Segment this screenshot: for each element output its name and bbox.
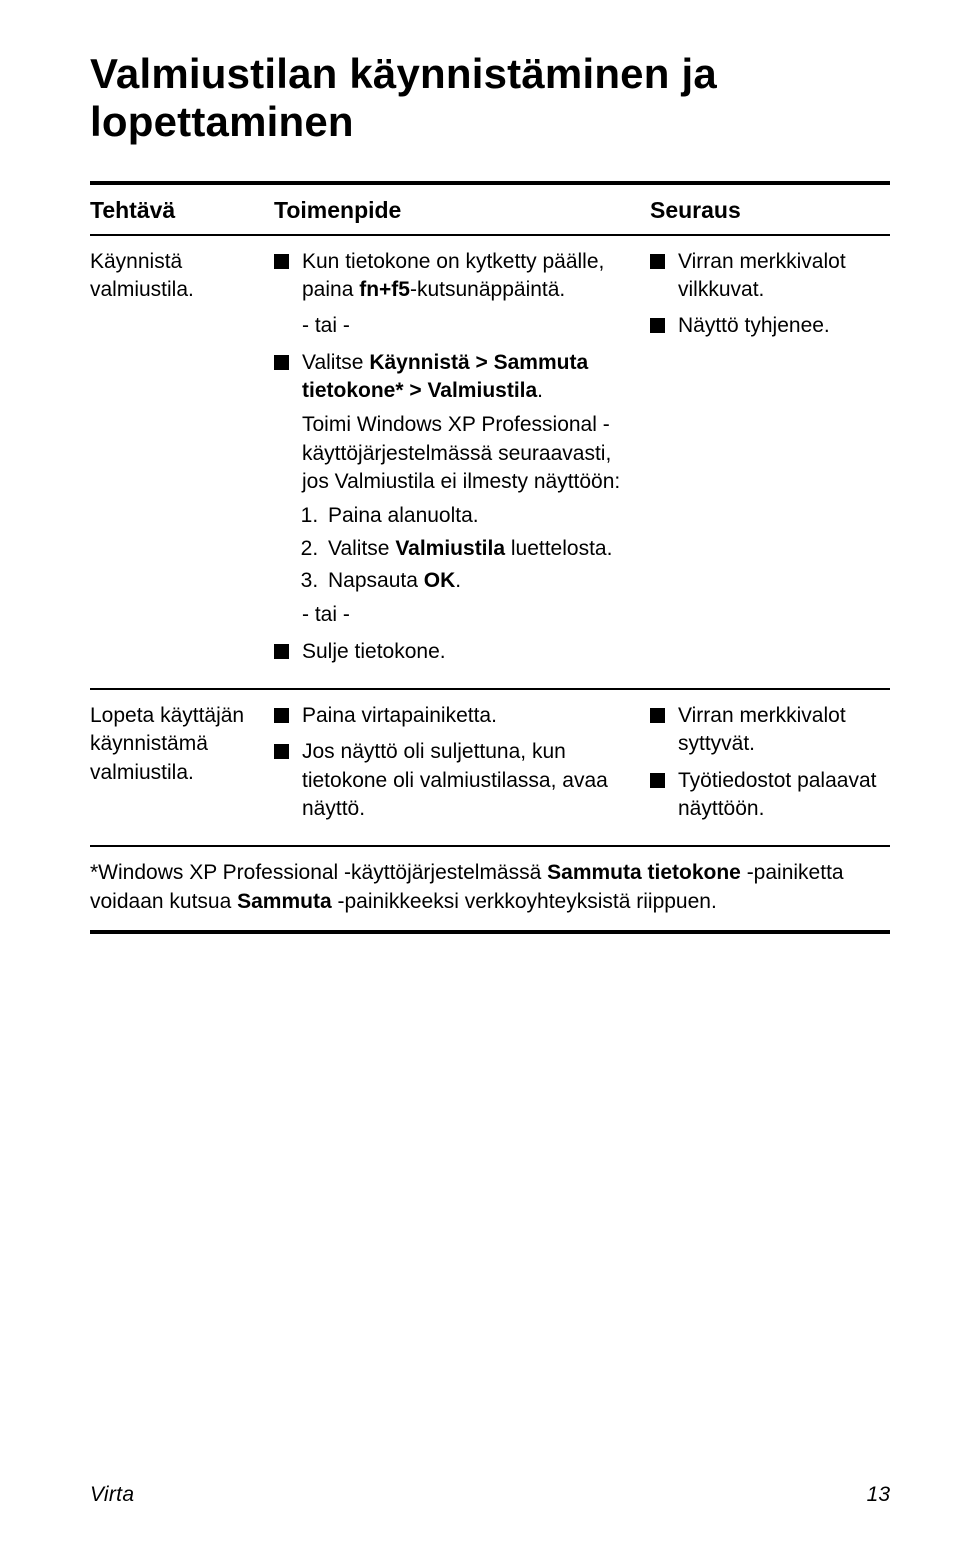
text: Valitse [302,351,369,374]
result-item: Virran merkkivalot vilkkuvat. [650,248,880,305]
numbered-steps: Paina alanuolta. Valitse Valmiustila lue… [302,502,640,595]
action-cell: Kun tietokone on kytketty päälle, paina … [274,236,650,688]
action-item: Valitse Käynnistä > Sammuta tietokone* >… [274,349,640,630]
result-item: Virran merkkivalot syttyvät. [650,702,880,759]
col-task: Tehtävä [90,185,274,234]
action-item: Kun tietokone on kytketty päälle, paina … [274,248,640,305]
col-result: Seuraus [650,185,890,234]
page-footer: Virta 13 [90,1483,890,1507]
text: -painikkeeksi verkkoyhteyksistä riippuen… [332,890,717,913]
result-item: Näyttö tyhjenee. [650,312,880,340]
action-cell: Paina virtapainiketta. Jos näyttö oli su… [274,690,650,845]
instruction-table: Tehtävä Toimenpide Seuraus Käynnistä val… [90,185,890,935]
or-separator: - tai - [302,601,640,629]
step: Paina alanuolta. [324,502,640,530]
table-row: Käynnistä valmiustila. Kun tietokone on … [90,236,890,688]
or-separator: - tai - [274,312,640,340]
footnote-row: *Windows XP Professional -käyttöjärjeste… [90,847,890,930]
bold: Sammuta tietokone [547,861,741,884]
footer-brand: Virta [90,1483,134,1507]
text: . [537,379,543,402]
result-cell: Virran merkkivalot vilkkuvat. Näyttö tyh… [650,236,890,688]
action-item: Sulje tietokone. [274,638,640,666]
text: . [455,569,461,592]
result-item: Työtiedostot palaavat näyttöön. [650,767,880,824]
bold: OK [424,569,456,592]
action-item: Paina virtapainiketta. [274,702,640,730]
bold: Sammuta [237,890,332,913]
sub-text: Toimi Windows XP Professional -käyttöjär… [302,411,640,496]
result-cell: Virran merkkivalot syttyvät. Työtiedosto… [650,690,890,845]
text: -kutsunäppäintä. [410,278,565,301]
rule-bottom [90,930,890,934]
document-page: Valmiustilan käynnistäminen ja lopettami… [0,0,960,1547]
task-cell: Lopeta käyttäjän käynnistämä valmiustila… [90,690,274,845]
action-item: Jos näyttö oli suljettuna, kun tietokone… [274,738,640,823]
key-combo: fn+f5 [359,278,410,301]
text: Valitse [328,537,395,560]
text: luettelosta. [505,537,612,560]
table-row: Lopeta käyttäjän käynnistämä valmiustila… [90,690,890,845]
table-header-row: Tehtävä Toimenpide Seuraus [90,185,890,234]
page-title: Valmiustilan käynnistäminen ja lopettami… [90,50,890,147]
text: Napsauta [328,569,424,592]
text: *Windows XP Professional -käyttöjärjeste… [90,861,547,884]
footer-page-number: 13 [867,1483,890,1507]
bold: Valmiustila [395,537,505,560]
col-action: Toimenpide [274,185,650,234]
step: Valitse Valmiustila luettelosta. [324,535,640,563]
footnote-cell: *Windows XP Professional -käyttöjärjeste… [90,847,890,930]
task-cell: Käynnistä valmiustila. [90,236,274,688]
step: Napsauta OK. [324,567,640,595]
